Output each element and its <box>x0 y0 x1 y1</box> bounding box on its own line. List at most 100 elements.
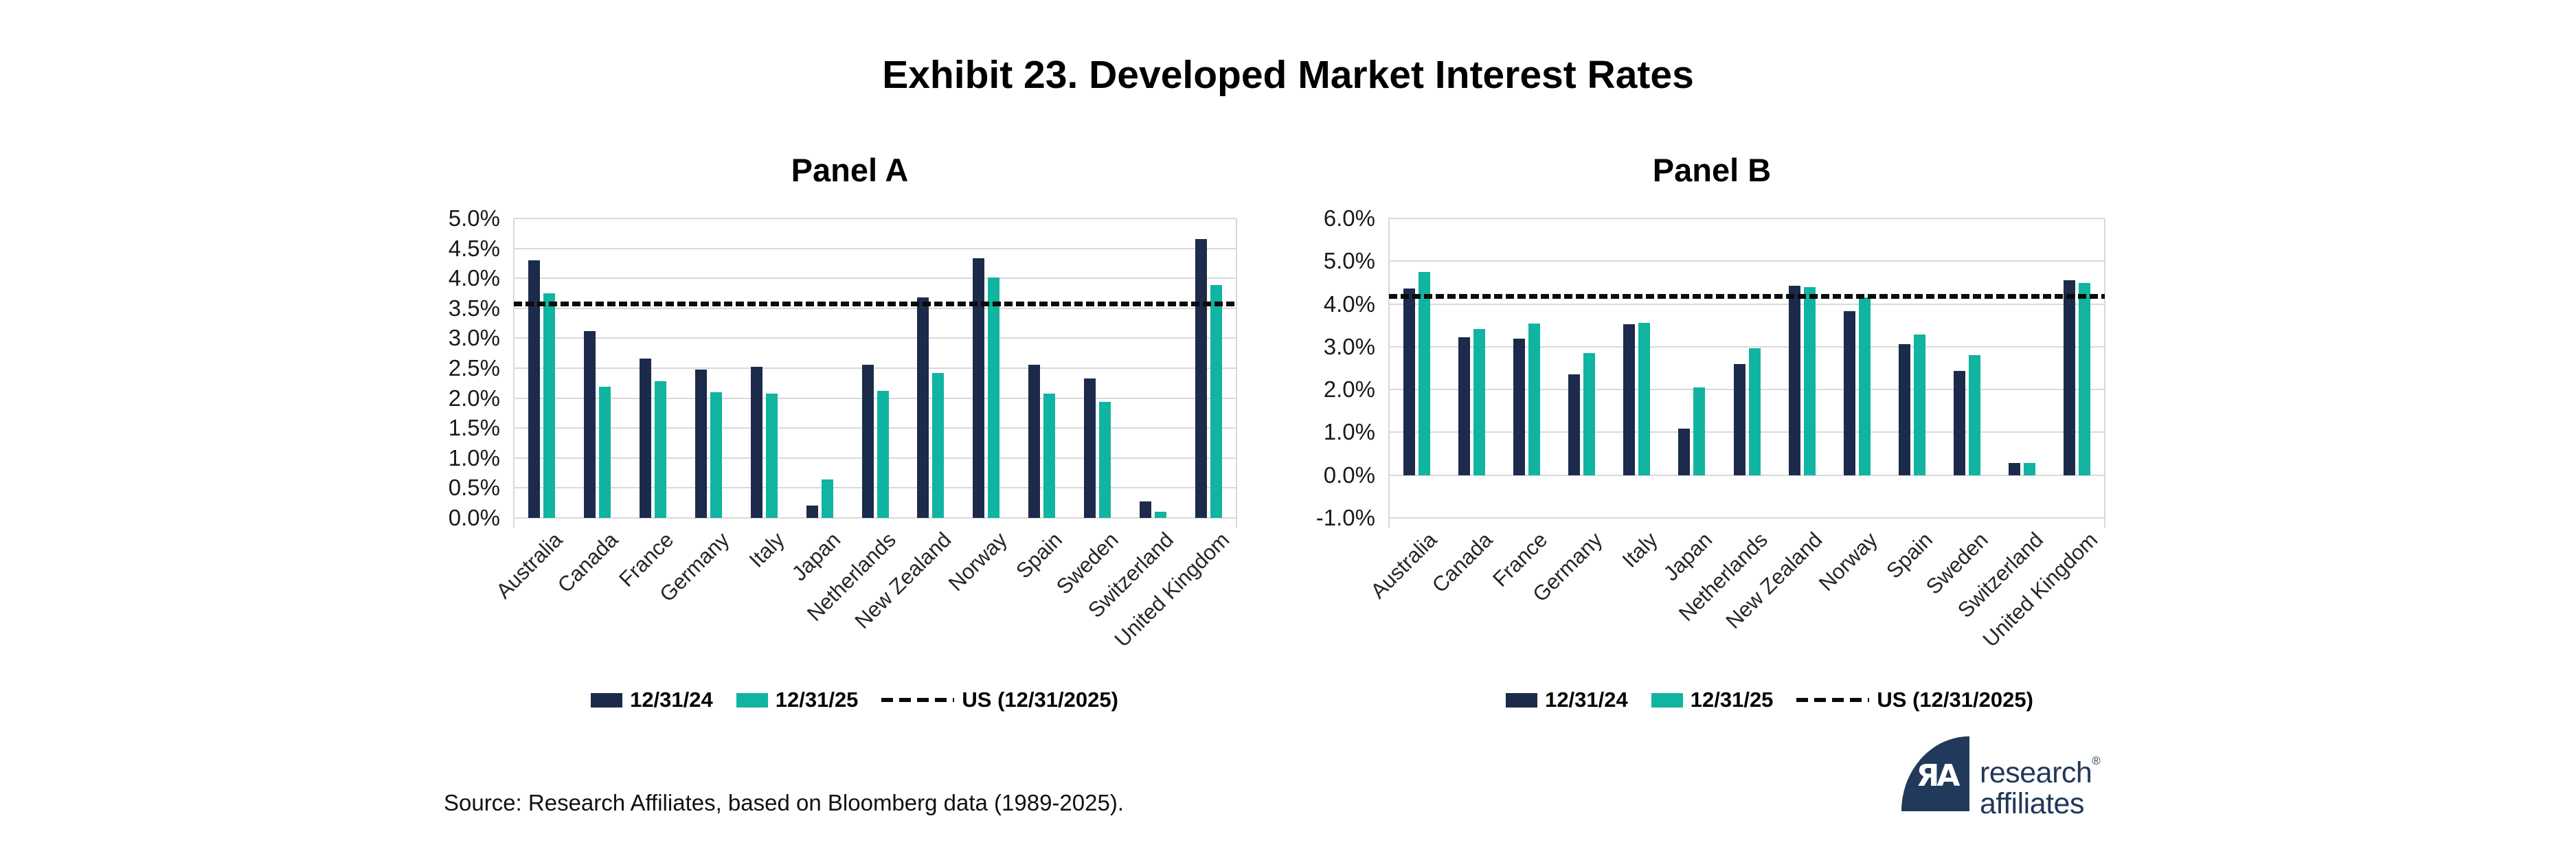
bar-12-31-24-netherlands <box>1733 363 1745 475</box>
legend-label-12-31-24: 12/31/24 <box>630 688 713 712</box>
plot-right-edge <box>2104 218 2105 528</box>
y-axis-label-2-0: 2.0% <box>448 385 500 411</box>
legend-item-us-12-31-2025: US (12/31/2025) <box>1796 688 2033 712</box>
bar-12-31-25-canada <box>598 387 611 518</box>
legend-label-12-31-24: 12/31/24 <box>1545 688 1628 712</box>
bar-12-31-24-france <box>639 359 651 518</box>
legend: 12/31/24 12/31/25 US (12/31/2025) <box>1426 686 2113 714</box>
bar-12-31-24-switzerland <box>2009 463 2021 475</box>
logo-monogram: ЯA <box>1916 758 1961 793</box>
bar-12-31-24-new-zealand <box>1788 285 1800 475</box>
bar-12-31-24-sweden <box>1954 371 1966 475</box>
bar-12-31-24-united-kingdom <box>1195 238 1208 518</box>
gridline-1.0 <box>1389 431 2105 433</box>
bar-12-31-24-japan <box>1678 429 1691 475</box>
bar-12-31-25-switzerland <box>2024 463 2036 475</box>
legend-dashed-line-sample <box>881 698 955 702</box>
legend-item-12-31-25: 12/31/25 <box>736 688 859 712</box>
y-axis-label-4-0: 4.0% <box>448 265 500 291</box>
gridline-4.0 <box>514 278 1236 280</box>
gridline-5.0 <box>514 218 1236 219</box>
bar-12-31-25-france <box>654 381 666 518</box>
bar-12-31-25-germany <box>1583 353 1596 475</box>
y-axis-label-3-5: 3.5% <box>448 295 500 321</box>
registered-trademark-icon: ® <box>2092 754 2101 767</box>
bar-12-31-25-canada <box>1473 329 1485 475</box>
gridline-0.0 <box>514 517 1236 519</box>
gridline-0.0 <box>1389 474 2105 476</box>
bar-12-31-25-new-zealand <box>932 372 945 518</box>
bar-12-31-25-switzerland <box>1155 512 1167 518</box>
logo-line-affiliates: affiliates <box>1980 787 2084 820</box>
y-axis-label-5-0: 5.0% <box>1323 248 1375 274</box>
y-axis-label-2-5: 2.5% <box>448 355 500 381</box>
bar-12-31-24-italy <box>750 367 762 518</box>
gridline-2.0 <box>1389 389 2105 391</box>
bar-12-31-25-italy <box>765 394 778 518</box>
y-axis-label-6-0: 6.0% <box>1323 205 1375 231</box>
gridline-2.0 <box>514 397 1236 399</box>
bar-12-31-25-netherlands <box>877 391 889 518</box>
gridline-3.0 <box>514 337 1236 339</box>
bar-12-31-24-switzerland <box>1140 501 1152 518</box>
us-reference-line <box>1389 294 2105 299</box>
gridline-0.5 <box>514 487 1236 489</box>
gridline-3.5 <box>514 307 1236 309</box>
panel-a-title: Panel A <box>791 152 909 188</box>
y-axis-label-1-0: -1.0% <box>1315 505 1375 530</box>
gridline-1.5 <box>514 427 1236 429</box>
x-axis-label-italy: Italy <box>744 528 789 572</box>
bar-12-31-25-japan <box>821 479 833 518</box>
bar-12-31-24-france <box>1513 339 1525 475</box>
bar-12-31-25-spain <box>1043 394 1056 518</box>
bar-12-31-25-france <box>1528 324 1540 475</box>
legend-label-12-31-25: 12/31/25 <box>1690 688 1774 712</box>
y-axis-label-3-0: 3.0% <box>448 325 500 351</box>
bar-12-31-24-sweden <box>1084 378 1096 518</box>
bar-12-31-24-italy <box>1623 324 1636 475</box>
bar-12-31-24-spain <box>1898 344 1910 475</box>
x-axis-label-australia: Australia <box>1366 528 1442 604</box>
y-axis-label-0-0: 0.0% <box>448 505 500 530</box>
bar-12-31-25-united-kingdom <box>2079 283 2091 475</box>
y-axis-label-5-0: 5.0% <box>448 205 500 231</box>
bar-12-31-24-norway <box>973 258 985 518</box>
legend-label-us-12-31-2025: US (12/31/2025) <box>1877 688 2033 712</box>
legend-swatch-12-31-24 <box>591 692 623 708</box>
x-axis-label-canada: Canada <box>552 528 623 598</box>
bar-12-31-25-japan <box>1693 387 1706 475</box>
panel-b-title: Panel B <box>1652 152 1772 188</box>
y-axis-label-0-5: 0.5% <box>448 475 500 501</box>
x-axis-label-australia: Australia <box>491 528 567 604</box>
legend-swatch-12-31-25 <box>736 692 768 708</box>
bar-12-31-25-australia <box>1418 271 1430 475</box>
bar-12-31-25-australia <box>543 293 555 518</box>
legend-item-12-31-24: 12/31/24 <box>591 688 713 712</box>
gridline-2.5 <box>514 367 1236 369</box>
gridline-4.5 <box>514 247 1236 249</box>
bar-12-31-25-new-zealand <box>1803 287 1816 475</box>
plot-left-edge <box>1388 218 1390 528</box>
y-axis-label-1-0: 1.0% <box>1323 419 1375 445</box>
legend-dashed-line-sample <box>1796 698 1870 702</box>
bar-12-31-25-sweden <box>1969 355 1981 475</box>
bar-12-31-25-netherlands <box>1748 348 1761 475</box>
bar-12-31-25-norway <box>1858 297 1871 475</box>
bar-12-31-24-australia <box>528 260 540 518</box>
bar-12-31-25-germany <box>710 392 722 518</box>
x-axis-label-new-zealand: New Zealand <box>850 528 956 633</box>
plot-left-edge <box>513 218 515 528</box>
y-axis-label-3-0: 3.0% <box>1323 333 1375 359</box>
bar-12-31-24-canada <box>583 330 596 518</box>
x-axis-label-canada: Canada <box>1427 528 1497 598</box>
bar-12-31-24-new-zealand <box>917 297 929 518</box>
y-axis-label-1-5: 1.5% <box>448 415 500 441</box>
research-affiliates-logo: ЯA research® affiliates <box>1901 736 2101 819</box>
logo-sail-mark: ЯA <box>1901 736 1969 811</box>
gridline--1.0 <box>1389 517 2105 519</box>
legend-label-12-31-25: 12/31/25 <box>775 688 859 712</box>
legend-swatch-12-31-25 <box>1651 692 1683 708</box>
gridline-4.0 <box>1389 303 2105 305</box>
legend-item-12-31-25: 12/31/25 <box>1651 688 1774 712</box>
